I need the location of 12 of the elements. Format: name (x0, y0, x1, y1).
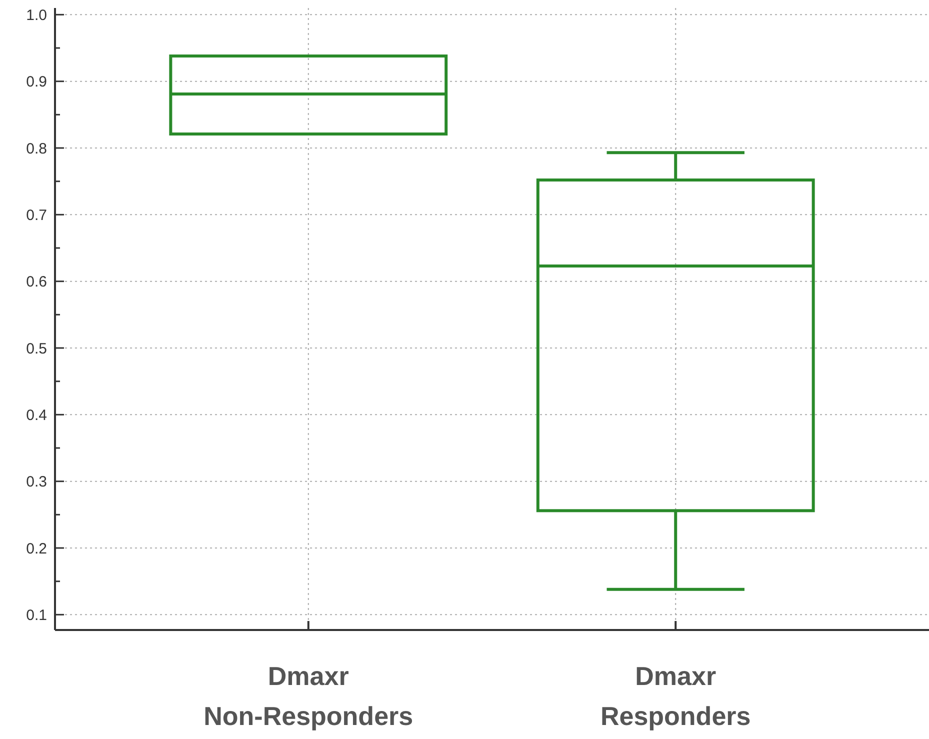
y-tick-label: 0.4 (26, 406, 47, 424)
y-tick-label: 0.6 (26, 274, 47, 291)
y-tick-label: 0.2 (26, 540, 47, 558)
y-tick-label: 0.3 (26, 474, 47, 491)
x-tick-label: Dmaxr Responders (600, 661, 751, 731)
x-tick-label: Dmaxr Non-Responders (204, 661, 414, 731)
y-tick-label: 0.5 (26, 340, 47, 358)
y-tick-label: 1.0 (26, 6, 47, 24)
y-tick-label: 0.9 (26, 74, 47, 91)
y-tick-label: 0.1 (26, 606, 47, 624)
y-tick-label: 0.8 (26, 140, 47, 158)
y-tick-label: 0.7 (26, 206, 47, 224)
